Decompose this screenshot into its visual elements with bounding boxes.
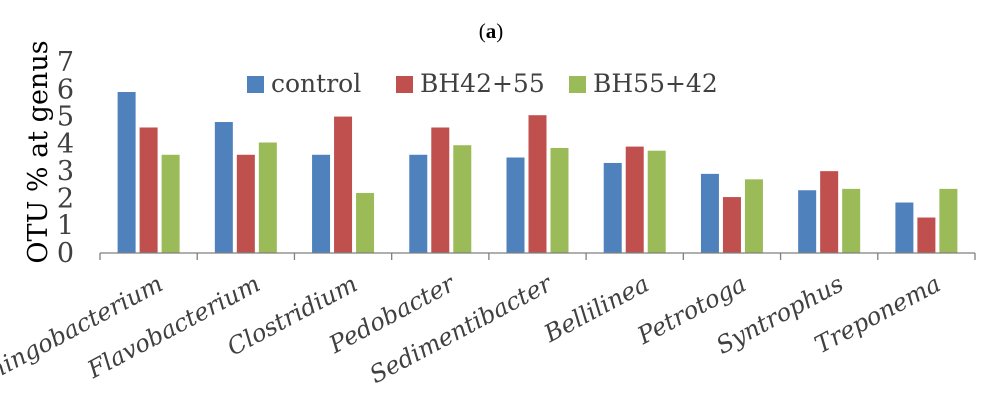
bar-control [117, 92, 136, 253]
y-tick-label: 0 [57, 238, 74, 269]
bar-control [506, 157, 525, 253]
y-tick-label: 3 [57, 156, 74, 187]
bar-bh42-55 [139, 127, 158, 253]
bar-control [700, 173, 719, 253]
bar-bh42-55 [820, 171, 839, 253]
x-tick-label: Bellilinea [539, 270, 654, 349]
y-tick-label: 6 [57, 74, 74, 105]
bar-bh42-55 [722, 197, 741, 253]
y-axis-label: OTU % at genus [23, 40, 54, 263]
bar-bh55-42 [356, 192, 375, 253]
bar-bh42-55 [917, 217, 936, 253]
legend-swatch-bh55-42 [569, 76, 586, 93]
panel-label-open: ( [479, 19, 486, 43]
bar-bh55-42 [842, 188, 861, 253]
legend-label-control: control [271, 69, 361, 98]
bar-control [603, 162, 622, 253]
bar-bh55-42 [258, 142, 277, 253]
bar-bh55-42 [453, 145, 472, 253]
bar-bh55-42 [939, 188, 958, 253]
y-tick-label: 4 [57, 129, 74, 160]
legend: control BH42+55 BH55+42 [247, 69, 718, 98]
panel-label-letter: a [486, 19, 497, 43]
bar-control [409, 154, 428, 253]
panel-label-close: ) [496, 19, 503, 43]
bar-control [798, 190, 817, 253]
legend-label-bh42-55: BH42+55 [420, 69, 545, 98]
bar-bh42-55 [431, 127, 450, 253]
bar-control [312, 154, 331, 253]
legend-swatch-bh42-55 [396, 76, 413, 93]
bar-control [895, 202, 914, 253]
x-tick-label: Flavobacterium [82, 270, 265, 385]
bar-bh55-42 [550, 147, 569, 253]
bar-bh42-55 [334, 116, 353, 253]
x-axis [99, 252, 976, 260]
svg-text:(a): (a) [479, 19, 504, 43]
bar-bh55-42 [744, 179, 763, 253]
bar-bh55-42 [161, 154, 180, 253]
legend-label-bh55-42: BH55+42 [593, 69, 718, 98]
bar-bh55-42 [647, 150, 666, 253]
bar-bh42-55 [528, 115, 547, 253]
category-labels: SphingobacteriumFlavobacteriumClostridiu… [0, 269, 945, 400]
bar-bh42-55 [236, 154, 255, 253]
bar-bh42-55 [625, 146, 644, 253]
y-tick-label: 2 [57, 183, 74, 214]
y-tick-label: 1 [57, 211, 74, 242]
panel-label: (a) [479, 19, 504, 43]
bars [117, 92, 958, 254]
y-tick-label: 7 [57, 47, 74, 78]
y-tick-label: 5 [57, 102, 74, 133]
bar-control [214, 122, 233, 254]
legend-swatch-control [247, 76, 264, 93]
